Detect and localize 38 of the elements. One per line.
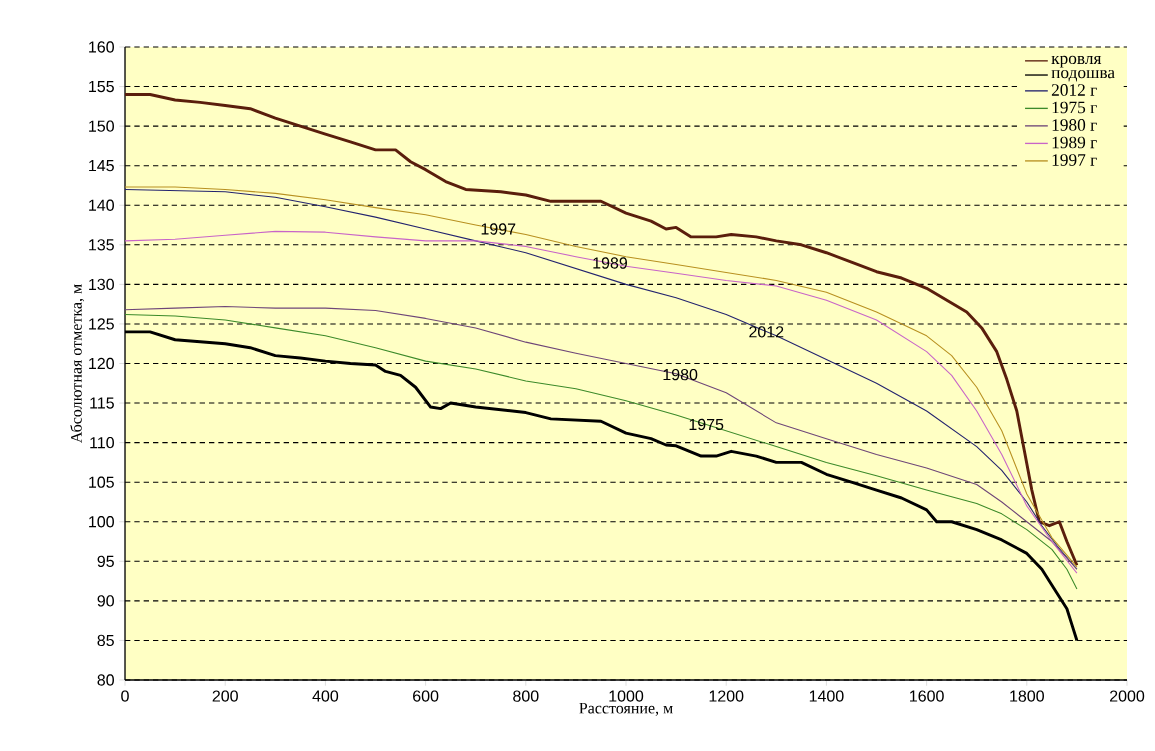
- x-tick-label: 2000: [1110, 690, 1145, 702]
- y-tick-label: 90: [97, 595, 114, 607]
- y-tick-label: 125: [89, 318, 114, 330]
- x-tick-label: 1400: [809, 690, 844, 702]
- x-tick-label: 0: [121, 690, 129, 702]
- legend-label: 1989 г: [1052, 136, 1097, 149]
- x-tick-label: 1000: [609, 690, 644, 702]
- y-tick-label: 160: [89, 41, 114, 53]
- x-tick-label: 1800: [1010, 690, 1044, 702]
- x-tick-label: 800: [513, 690, 539, 702]
- legend-label: 1980 г: [1052, 119, 1097, 131]
- legend-label: 1997 г: [1052, 154, 1097, 166]
- y-tick-label: 100: [89, 516, 114, 528]
- y-tick-label: 120: [89, 357, 114, 370]
- y-tick-label: 115: [90, 397, 114, 409]
- y-tick-label: 95: [97, 555, 114, 567]
- y-tick-label: 105: [89, 476, 114, 488]
- x-axis-title: Расстояние, м: [579, 702, 673, 716]
- x-tick-label: 200: [212, 690, 238, 702]
- y-tick-label: 85: [97, 634, 114, 647]
- y-tick-label: 80: [97, 674, 114, 686]
- y-tick-label: 155: [89, 80, 114, 93]
- y-tick-label: 140: [89, 199, 114, 211]
- legend-label: подошва: [1051, 69, 1115, 82]
- annotation: 1989: [593, 257, 627, 269]
- x-tick-label: 400: [312, 690, 339, 702]
- x-tick-label: 1200: [709, 690, 744, 702]
- legend-label: 2012 г: [1051, 84, 1097, 96]
- y-tick-label: 135: [89, 239, 114, 251]
- legend-label: кровля: [1051, 55, 1102, 68]
- y-tick-label: 150: [89, 120, 114, 132]
- y-tick-label: 145: [89, 160, 114, 172]
- x-tick-label: 600: [413, 690, 439, 702]
- y-tick-label: 130: [89, 278, 114, 291]
- y-axis-title: Абсолютная отметка, м: [70, 284, 85, 443]
- y-tick-label: 110: [90, 436, 114, 449]
- x-tick-label: 1600: [910, 690, 944, 702]
- legend-label: 1975 г: [1052, 101, 1097, 114]
